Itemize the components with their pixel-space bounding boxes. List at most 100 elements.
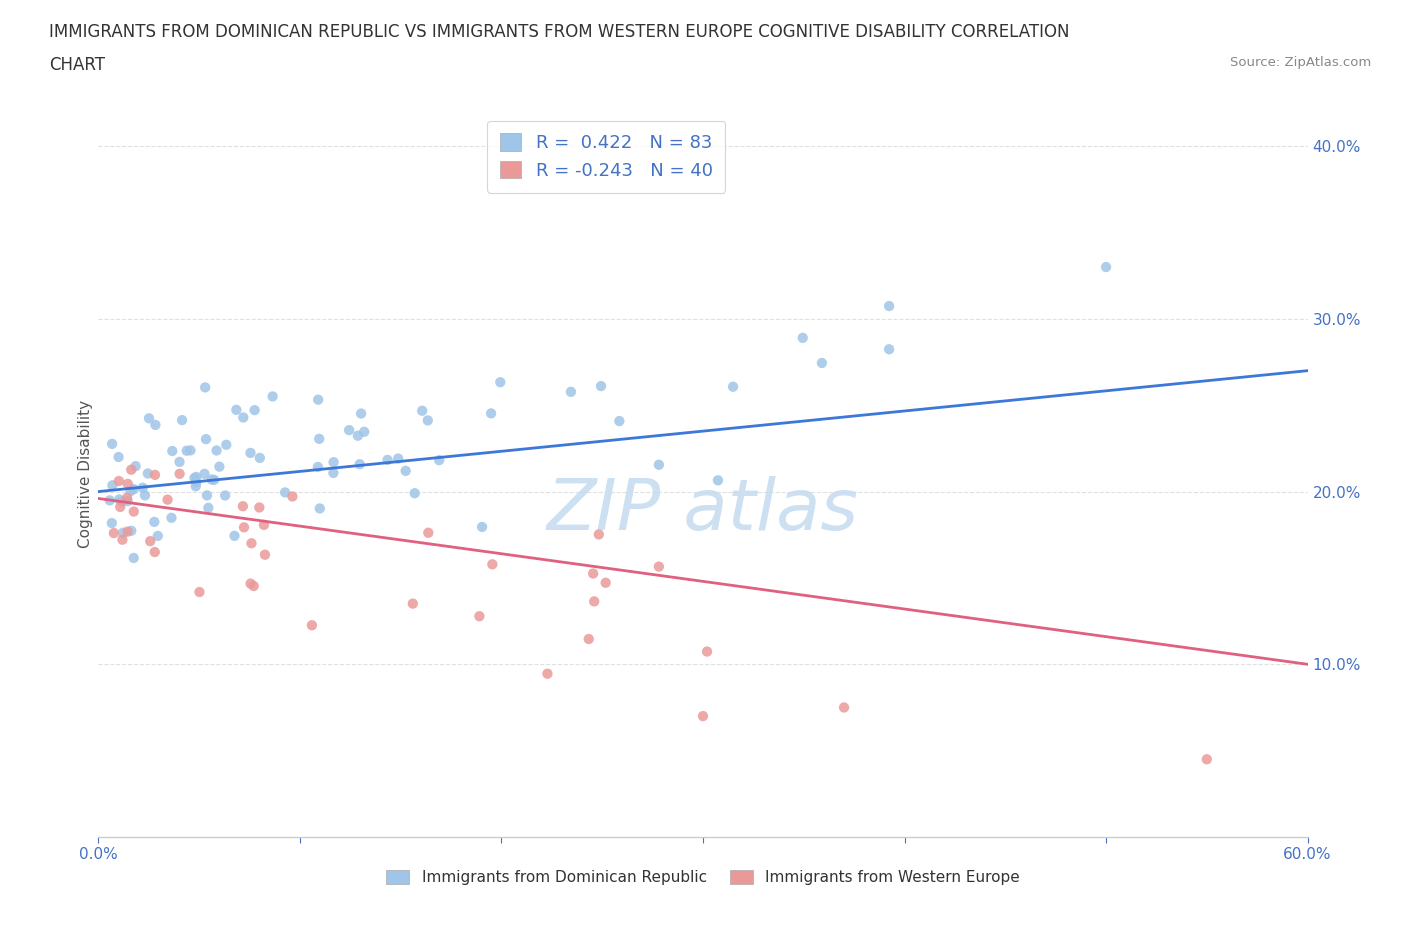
Point [242,578,264,593]
Point [377,453,399,468]
Point [350,406,373,421]
Point [136,466,159,481]
Point [98,493,121,508]
Point [138,411,160,426]
Point [169,455,191,470]
Point [120,462,142,477]
Point [1398,207,1406,222]
Point [188,585,211,600]
Point [253,517,276,532]
Point [589,379,612,393]
Point [101,436,124,451]
Point [124,458,146,473]
Point [110,499,132,514]
Point [214,488,236,503]
Point [193,467,215,482]
Point [122,482,145,497]
Point [471,520,494,535]
Point [176,444,198,458]
Point [169,466,191,481]
Point [347,429,370,444]
Point [194,380,217,395]
Point [122,504,145,519]
Point [1095,259,1118,274]
Point [307,392,329,407]
Point [1195,751,1218,766]
Point [117,494,139,509]
Point [595,576,617,591]
Point [160,511,183,525]
Point [274,485,297,499]
Point [111,525,134,540]
Point [307,459,329,474]
Point [208,459,231,474]
Point [239,445,262,460]
Point [117,476,139,491]
Point [607,414,630,429]
Point [115,490,138,505]
Point [337,422,360,437]
Y-axis label: Cognitive Disability: Cognitive Disability [77,400,93,549]
Point [111,494,134,509]
Point [402,596,425,611]
Point [146,528,169,543]
Point [262,389,284,404]
Point [233,520,256,535]
Point [696,644,718,659]
Point [103,525,125,540]
Point [404,485,426,500]
Point [479,406,502,421]
Point [243,403,266,418]
Point [134,488,156,503]
Point [122,551,145,565]
Text: Source: ZipAtlas.com: Source: ZipAtlas.com [1230,56,1371,69]
Point [239,577,262,591]
Point [811,355,834,370]
Point [240,536,263,551]
Point [353,424,375,439]
Point [253,547,276,562]
Point [387,451,409,466]
Point [583,594,606,609]
Point [180,443,202,458]
Point [249,450,271,465]
Point [108,492,131,507]
Point [183,471,205,485]
Point [108,473,131,488]
Point [111,532,134,547]
Point [877,299,900,313]
Point [172,413,194,428]
Point [588,527,610,542]
Point [395,463,418,478]
Point [418,525,440,540]
Point [143,468,166,483]
Point [205,443,228,458]
Text: ZIP atlas: ZIP atlas [547,476,859,545]
Point [301,618,323,632]
Point [101,478,124,493]
Point [648,458,671,472]
Point [481,557,503,572]
Point [349,457,371,472]
Point [721,379,744,394]
Point [101,515,124,530]
Point [322,455,344,470]
Point [582,566,605,581]
Point [143,514,166,529]
Point [489,375,512,390]
Point [427,453,450,468]
Point [281,489,304,504]
Point [120,524,142,538]
Point [107,449,129,464]
Point [832,700,855,715]
Point [232,498,254,513]
Point [156,492,179,507]
Point [195,432,218,446]
Point [186,470,208,485]
Point [145,418,167,432]
Point [692,709,714,724]
Point [648,559,671,574]
Legend: Immigrants from Dominican Republic, Immigrants from Western Europe: Immigrants from Dominican Republic, Immi… [381,864,1025,891]
Point [117,525,139,539]
Point [215,437,238,452]
